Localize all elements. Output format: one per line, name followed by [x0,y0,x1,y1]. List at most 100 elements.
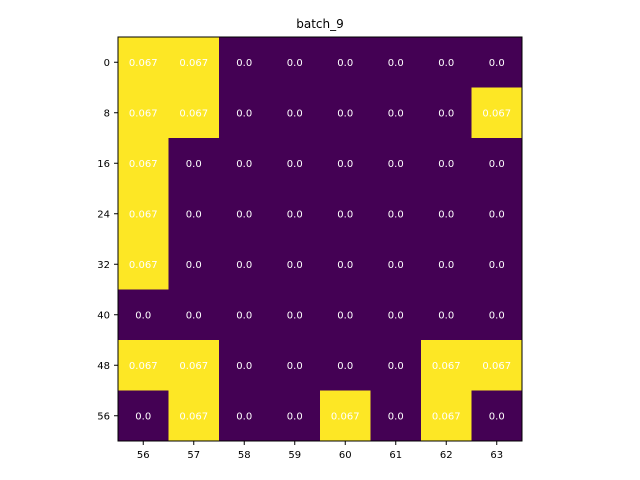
heatmap-cell-r1-c1 [168,87,220,139]
cell-value-label-r1-c7: 0.067 [482,108,511,119]
cell-value-label-r3-c4: 0.0 [337,209,353,220]
heatmap-cell-r7-c7 [471,390,523,442]
cell-value-label-r5-c0: 0.0 [135,310,151,321]
cell-value-label-r3-c7: 0.0 [489,209,505,220]
cell-value-label-r6-c1: 0.067 [179,361,208,372]
cell-value-label-r4-c2: 0.0 [236,260,252,271]
x-tick-label: 60 [339,450,352,461]
cell-value-label-r0-c5: 0.0 [388,58,404,69]
cell-value-label-r0-c7: 0.0 [489,58,505,69]
cell-value-label-r5-c5: 0.0 [388,310,404,321]
heatmap-cell-r6-c1 [168,340,220,391]
cell-value-label-r2-c5: 0.0 [388,159,404,170]
cell-value-label-r4-c0: 0.067 [129,260,158,271]
cell-value-label-r1-c3: 0.0 [287,108,303,119]
y-axis-ticks: 0 8 16 24 32 40 48 56 [97,58,118,422]
cell-value-label-r5-c3: 0.0 [287,310,303,321]
heatmap-cell-r1-c0 [118,87,169,139]
cell-value-label-r7-c7: 0.0 [489,411,505,422]
heatmap-cell-r5-c4 [320,289,371,341]
heatmap-cell-r1-c7 [471,87,523,139]
heatmap-cell-r3-c2 [219,188,270,240]
cell-value-label-r7-c2: 0.0 [236,411,252,422]
heatmap-cell-r2-c3 [269,138,321,189]
cell-value-label-r2-c7: 0.0 [489,159,505,170]
cell-value-label-r1-c4: 0.0 [337,108,353,119]
heatmap-cell-r2-c7 [471,138,523,189]
heatmap-cell-r1-c5 [370,87,422,139]
heatmap-cell-r6-c2 [219,340,270,391]
heatmap-cell-r5-c3 [269,289,321,341]
heatmap-cell-r3-c4 [320,188,371,240]
cell-value-label-r4-c4: 0.0 [337,260,353,271]
heatmap-cell-r2-c5 [370,138,422,189]
y-tick-label: 56 [97,411,110,422]
x-tick-label: 56 [137,450,150,461]
cell-value-label-r3-c3: 0.0 [287,209,303,220]
heatmap-cell-r3-c5 [370,188,422,240]
cell-value-label-r2-c4: 0.0 [337,159,353,170]
cell-value-label-r3-c0: 0.067 [129,209,158,220]
cell-value-label-r3-c6: 0.0 [438,209,454,220]
cell-value-label-r2-c6: 0.0 [438,159,454,170]
heatmap-cell-r6-c6 [421,340,472,391]
heatmap-cell-r6-c7 [471,340,523,391]
heatmap-cell-r2-c0 [118,138,169,189]
heatmap-cell-r0-c2 [219,37,270,88]
heatmap-cell-r0-c5 [370,37,422,88]
cell-value-label-r0-c0: 0.067 [129,58,158,69]
x-tick-label: 58 [238,450,251,461]
x-tick-label: 63 [490,450,503,461]
heatmap-cell-r4-c4 [320,239,371,290]
x-axis-ticks: 56 57 58 59 60 61 62 63 [137,441,503,461]
heatmap-cell-r6-c0 [118,340,169,391]
heatmap-cell-r2-c2 [219,138,270,189]
cell-value-label-r5-c2: 0.0 [236,310,252,321]
cell-value-label-r0-c6: 0.0 [438,58,454,69]
cell-value-label-r3-c5: 0.0 [388,209,404,220]
heatmap-cell-r0-c3 [269,37,321,88]
heatmap-cell-r0-c4 [320,37,371,88]
heatmap-cell-r4-c3 [269,239,321,290]
heatmap-cell-r2-c1 [168,138,220,189]
cell-value-label-r4-c7: 0.0 [489,260,505,271]
heatmap-cell-r0-c7 [471,37,523,88]
cell-value-label-r0-c1: 0.067 [179,58,208,69]
heatmap-cell-r4-c5 [370,239,422,290]
heatmap-cell-r5-c1 [168,289,220,341]
heatmap-cells [118,37,523,442]
heatmap-cell-r3-c3 [269,188,321,240]
cell-value-label-r4-c5: 0.0 [388,260,404,271]
heatmap-cell-r6-c4 [320,340,371,391]
cell-value-label-r2-c2: 0.0 [236,159,252,170]
cell-value-label-r1-c1: 0.067 [179,108,208,119]
heatmap-cell-r5-c2 [219,289,270,341]
cell-value-label-r1-c5: 0.0 [388,108,404,119]
heatmap-cell-labels: 0.067 0.067 0.0 0.0 0.0 0.0 0.0 0.0 0.067 0.067 0.… [129,58,511,423]
cell-value-label-r7-c6: 0.067 [432,411,461,422]
heatmap-cell-r7-c6 [421,390,472,442]
cell-value-label-r0-c3: 0.0 [287,58,303,69]
heatmap-cell-r6-c3 [269,340,321,391]
heatmap-cell-r5-c6 [421,289,472,341]
heatmap-cell-r1-c6 [421,87,472,139]
heatmap-cell-r7-c0 [118,390,169,442]
cell-value-label-r6-c0: 0.067 [129,361,158,372]
cell-value-label-r7-c0: 0.0 [135,411,151,422]
cell-value-label-r6-c6: 0.067 [432,361,461,372]
heatmap-cell-r3-c1 [168,188,220,240]
cell-value-label-r6-c2: 0.0 [236,361,252,372]
cell-value-label-r2-c0: 0.067 [129,159,158,170]
cell-value-label-r4-c6: 0.0 [438,260,454,271]
cell-value-label-r6-c4: 0.0 [337,361,353,372]
cell-value-label-r5-c4: 0.0 [337,310,353,321]
cell-value-label-r3-c2: 0.0 [236,209,252,220]
cell-value-label-r7-c3: 0.0 [287,411,303,422]
heatmap-cell-r6-c5 [370,340,422,391]
heatmap-cell-r4-c7 [471,239,523,290]
heatmap-cell-r2-c6 [421,138,472,189]
cell-value-label-r2-c1: 0.0 [186,159,202,170]
heatmap-cell-r7-c3 [269,390,321,442]
heatmap-cell-r1-c3 [269,87,321,139]
